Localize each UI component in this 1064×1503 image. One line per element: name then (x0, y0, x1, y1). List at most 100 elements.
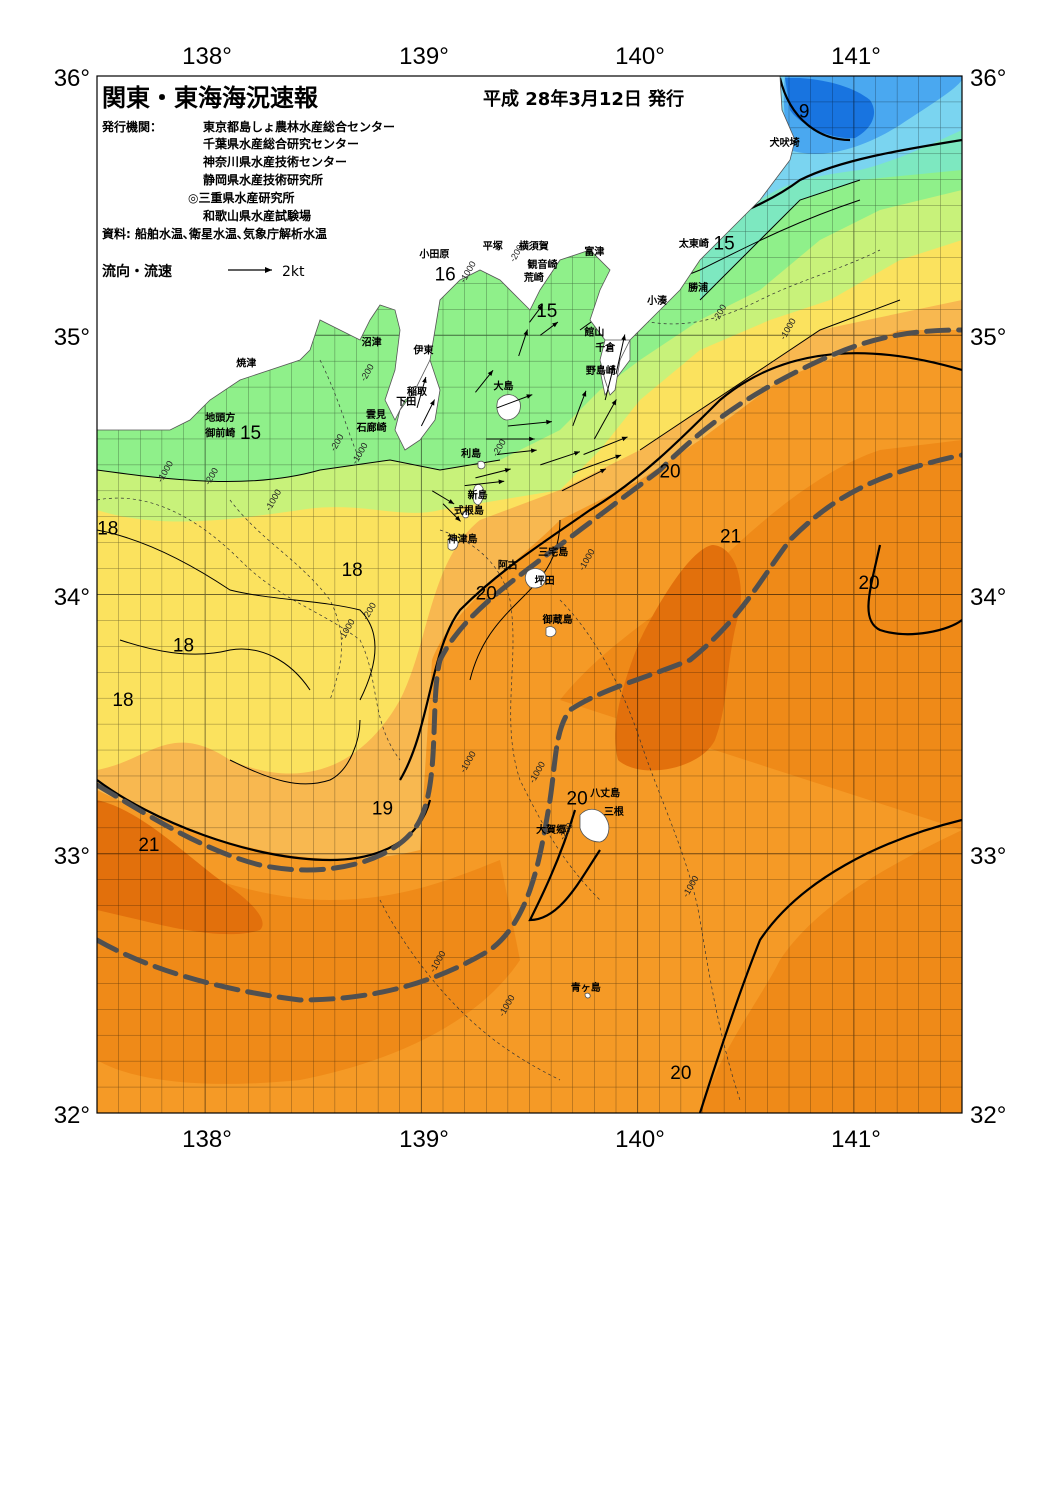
isotherm-value-label: 20 (659, 462, 680, 483)
current-arrow-shaft (561, 468, 607, 492)
current-arrow-head (504, 468, 511, 473)
isotherm-value-label: 15 (240, 423, 261, 444)
current-arrow-head (546, 419, 552, 425)
lon-tick-bottom-2: 139° (399, 1126, 449, 1153)
map-area (97, 76, 962, 1113)
axis-top: 138° 139° 140° 141° (182, 43, 881, 70)
publisher-2: 千葉県水産総合研究センター (203, 136, 359, 151)
current-arrow-shaft (540, 451, 581, 466)
land-miyakejima (524, 568, 547, 589)
current-arrow-head (599, 468, 606, 474)
isotherm-value-label: 18 (173, 635, 194, 656)
isotherm-value-label: 9 (799, 101, 810, 122)
place-name-label: 横須賀 (519, 240, 549, 253)
current-legend-value: 2kt (282, 264, 305, 280)
current-arrow-head (422, 377, 427, 383)
isotherm-value-label: 15 (536, 301, 557, 322)
zone-deep-orange-21-east (615, 545, 741, 771)
place-name-label: 御蔵島 (542, 613, 573, 626)
current-arrow-head (615, 454, 622, 460)
land-hachijojima (579, 808, 610, 843)
land-kozushima (447, 537, 459, 551)
current-arrow (496, 394, 533, 409)
current-arrow (540, 321, 559, 336)
current-legend-arrowhead (265, 267, 272, 273)
current-arrow (615, 334, 626, 375)
current-arrow-shaft (604, 364, 615, 401)
current-arrow-head (573, 451, 580, 456)
current-arrow-shaft (572, 390, 587, 427)
lat-tick-left-5: 32° (54, 1102, 90, 1129)
current-arrow-head (610, 364, 615, 371)
lat-tick-left-2: 35° (54, 324, 90, 351)
place-name-label: 稲取 (407, 385, 428, 398)
current-arrow-head (498, 479, 505, 485)
header-block: 関東・東海海況速報 平成 28年3月12日 発行 発行機関： 東京都島しょ農林水… (101, 84, 684, 280)
lat-tick-right-2: 35° (970, 324, 1006, 351)
place-name-label: 神津島 (447, 533, 477, 546)
current-arrow-shaft (593, 399, 617, 440)
publisher-4: 静岡県水産技術研究所 (203, 172, 323, 187)
current-arrow (416, 376, 427, 408)
axis-right: 36° 35° 34° 33° 32° (970, 65, 1006, 1129)
current-arrow-shaft (583, 436, 628, 455)
place-name-label: 千倉 (595, 341, 616, 354)
place-name-label: 勝浦 (688, 281, 708, 294)
isotherm-lines (97, 179, 901, 785)
isotherm-value-label: 19 (372, 799, 393, 820)
place-name-label: 野島崎 (586, 364, 616, 377)
current-arrow (420, 399, 436, 427)
lat-tick-left-1: 36° (54, 65, 90, 92)
map-frame (96, 75, 963, 1114)
place-name-label: 石廊崎 (356, 421, 387, 434)
current-arrow-head (455, 515, 461, 522)
current-arrow-shaft (572, 454, 622, 474)
current-arrow-head (448, 499, 455, 504)
place-name-label: 犬吠埼 (770, 136, 800, 149)
current-legend-label: 流向・流速 (102, 263, 172, 280)
current-arrow-head (430, 399, 435, 406)
current-arrow-shaft (497, 449, 537, 456)
current-vectors (416, 304, 628, 522)
isotherm-value-label: 18 (342, 560, 363, 581)
place-name-label: 大賀郷 (536, 823, 566, 836)
current-arrow (572, 454, 622, 474)
current-arrow-head (529, 436, 535, 442)
land-aogashima (584, 992, 591, 999)
publisher-5: ◎三重県水産研究所 (188, 190, 294, 205)
publisher-1: 東京都島しょ農林水産総合センター (203, 119, 395, 134)
place-name-label: 下田 (396, 396, 416, 408)
current-arrow-shaft (464, 480, 505, 487)
land-niijima (472, 484, 485, 506)
current-arrow (464, 479, 505, 487)
place-name-label: 伊東 (413, 343, 434, 356)
land-mikurajima (545, 626, 557, 638)
current-arrow-head (581, 390, 587, 397)
isotherm-value-label: 18 (97, 519, 118, 540)
current-arrow-head (552, 322, 558, 328)
lat-tick-left-3: 34° (54, 584, 90, 611)
current-arrow (518, 329, 528, 357)
place-name-label: 富津 (584, 245, 604, 258)
place-name-label: 雲見 (366, 409, 386, 421)
lat-tick-right-4: 33° (970, 843, 1006, 870)
place-name-label: 利島 (461, 447, 481, 460)
isotherm-value-label: 20 (476, 584, 497, 605)
isotherm-value-label: 21 (138, 835, 159, 856)
current-arrow (540, 451, 581, 466)
place-name-label: 阿古 (498, 559, 518, 572)
place-name-label: 小田原 (418, 247, 449, 260)
current-arrow-head (487, 370, 494, 377)
place-name-label: 荒崎 (523, 271, 544, 284)
land-toshima (477, 460, 486, 470)
current-arrow (475, 468, 511, 479)
data-source: 資料: 船舶水温､衛星水温､気象庁解析水温 (102, 226, 327, 241)
place-name-label: 観音崎 (527, 258, 557, 271)
map-title: 関東・東海海況速報 (102, 84, 319, 112)
lon-tick-bottom-1: 138° (182, 1126, 232, 1153)
isotherm-value-label: 20 (858, 573, 879, 594)
current-arrow (431, 490, 455, 505)
isotherm-value-label: 21 (720, 526, 741, 547)
place-name-label: 三根 (604, 805, 624, 818)
place-name-label: 沼津 (362, 336, 382, 349)
